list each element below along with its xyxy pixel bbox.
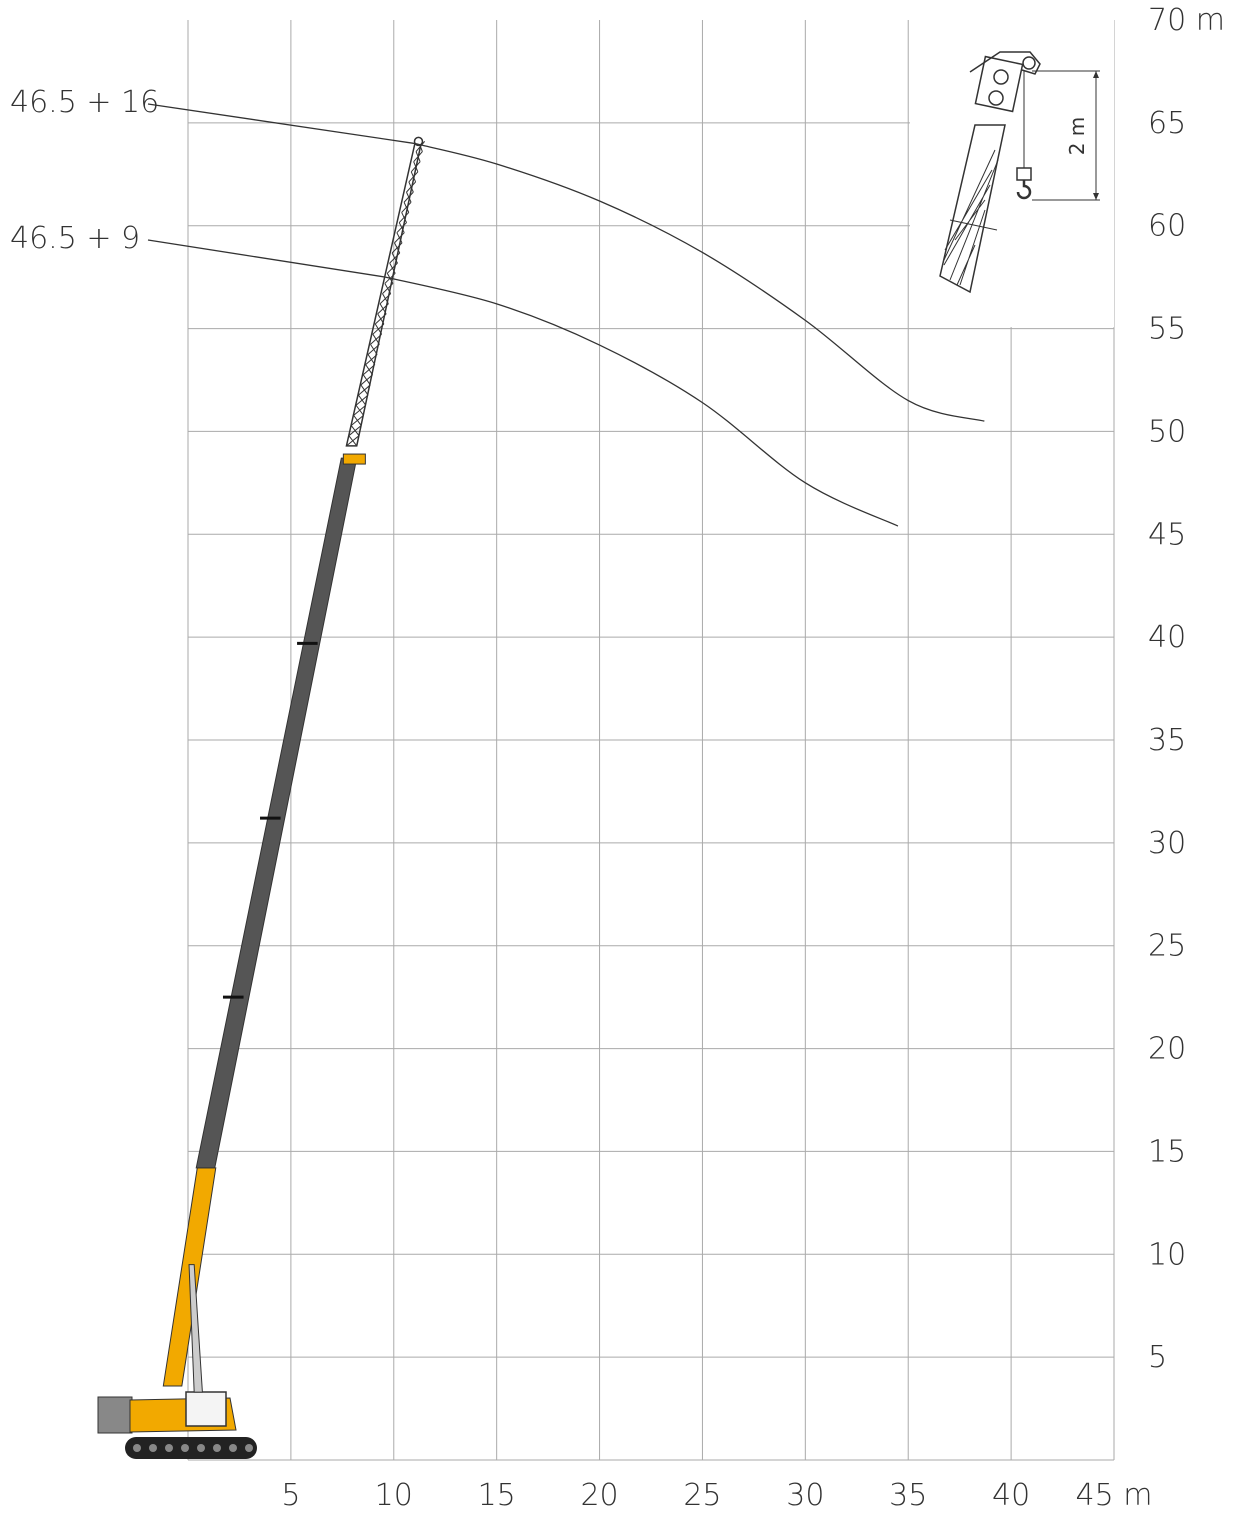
y-axis-ticks: 5 10 15 20 25 30 35 40 45 50 55 60 65 70 m bbox=[1148, 3, 1225, 1375]
inset-arrow-up bbox=[1093, 71, 1099, 78]
crane-cabin bbox=[185, 1391, 227, 1427]
inset-sheave bbox=[993, 69, 1009, 85]
crane-jib-brace bbox=[415, 151, 421, 162]
inset-pin bbox=[988, 90, 1004, 106]
crane-jib-lattice bbox=[345, 140, 423, 447]
y-tick-label: 70 m bbox=[1148, 3, 1225, 38]
curve-series-line bbox=[414, 142, 985, 422]
crane-illustration bbox=[97, 136, 426, 1459]
crane-jib-brace bbox=[403, 202, 410, 213]
y-tick-label: 60 bbox=[1148, 209, 1186, 244]
x-tick-label: 45 m bbox=[1076, 1478, 1153, 1513]
y-tick-label: 50 bbox=[1148, 414, 1186, 449]
crane-jib-brace bbox=[384, 283, 392, 294]
x-tick-label: 5 bbox=[281, 1478, 300, 1513]
crane-jib-brace bbox=[410, 171, 417, 183]
curve-series-line bbox=[385, 276, 899, 527]
y-tick-label: 40 bbox=[1148, 620, 1186, 655]
crane-jib-brace bbox=[379, 303, 387, 315]
crane-jib-brace bbox=[362, 374, 371, 386]
crane-jib-brace bbox=[377, 313, 385, 325]
crane-cylinder bbox=[188, 1264, 203, 1393]
y-tick-label: 55 bbox=[1148, 312, 1186, 347]
x-tick-label: 35 bbox=[889, 1478, 927, 1513]
y-tick-label: 5 bbox=[1148, 1340, 1167, 1375]
crane-jib-brace bbox=[360, 384, 369, 396]
x-tick-label: 25 bbox=[683, 1478, 721, 1513]
crane-track bbox=[125, 1437, 257, 1459]
curve-series-label: 46.5 + 9 bbox=[10, 221, 140, 256]
y-tick-label: 25 bbox=[1148, 929, 1186, 964]
crane-jib-brace bbox=[358, 394, 367, 406]
inset-hook-icon bbox=[1016, 180, 1032, 200]
crane-track-wheel bbox=[213, 1444, 221, 1452]
crane-jib-brace bbox=[413, 161, 419, 173]
y-tick-label: 35 bbox=[1148, 723, 1186, 758]
crane-counterweight bbox=[97, 1396, 133, 1434]
crane-track-wheel bbox=[133, 1444, 141, 1452]
inset-tip-sheave bbox=[1022, 56, 1036, 70]
crane-track-wheel bbox=[229, 1444, 237, 1452]
crane-jib-brace bbox=[372, 333, 380, 345]
crane-jib-brace bbox=[391, 252, 398, 264]
y-tick-label: 45 bbox=[1148, 517, 1186, 552]
crane-boom-head bbox=[342, 453, 366, 465]
x-tick-label: 15 bbox=[478, 1478, 516, 1513]
y-tick-label: 65 bbox=[1148, 106, 1186, 141]
crane-boom-telescopic bbox=[195, 457, 358, 1169]
inset-arrow-down bbox=[1093, 193, 1099, 200]
jib-inset-drawing: 2 m bbox=[910, 20, 1114, 327]
crane-jib-brace bbox=[353, 415, 362, 426]
crane-jib-brace bbox=[398, 222, 405, 233]
crane-jib-brace bbox=[365, 364, 373, 376]
inset-lattice bbox=[943, 149, 999, 286]
crane-jib-brace bbox=[370, 344, 378, 355]
crane-jib-brace bbox=[367, 354, 376, 365]
x-tick-label: 30 bbox=[786, 1478, 824, 1513]
crane-jib-brace bbox=[396, 232, 403, 244]
crane-track-wheel bbox=[149, 1444, 157, 1452]
inset-top bbox=[969, 51, 1041, 75]
inset-hook-block bbox=[1016, 167, 1032, 181]
x-tick-label: 10 bbox=[375, 1478, 413, 1513]
crane-jib-brace bbox=[401, 212, 407, 223]
crane-track-wheel bbox=[245, 1444, 253, 1452]
crane-jib-brace bbox=[350, 425, 360, 436]
inset-jib bbox=[939, 124, 1006, 294]
x-tick-label: 20 bbox=[580, 1478, 618, 1513]
inset-dimension-label: 2 m bbox=[1065, 117, 1089, 156]
y-tick-label: 30 bbox=[1148, 826, 1186, 861]
crane-track-wheel bbox=[181, 1444, 189, 1452]
crane-jib-brace bbox=[382, 293, 389, 305]
crane-track-wheel bbox=[165, 1444, 173, 1452]
y-tick-label: 10 bbox=[1148, 1237, 1186, 1272]
curve-leader-line bbox=[147, 239, 386, 278]
curves: 46.5 + 16 46.5 + 9 bbox=[10, 85, 985, 527]
crane-jib-brace bbox=[394, 242, 401, 254]
crane-track-wheel bbox=[197, 1444, 205, 1452]
y-tick-label: 20 bbox=[1148, 1032, 1186, 1067]
x-axis-ticks: 5 10 15 20 25 30 35 40 45 m bbox=[281, 1478, 1152, 1513]
crane-jib-brace bbox=[355, 404, 364, 416]
y-tick-label: 15 bbox=[1148, 1134, 1186, 1169]
crane-jib-brace bbox=[406, 191, 412, 203]
curve-leader-line bbox=[147, 103, 415, 145]
crane-jib-brace bbox=[408, 181, 414, 193]
crane-jib-brace bbox=[348, 435, 358, 447]
crane-jib-brace bbox=[389, 262, 396, 274]
curve-series-label: 46.5 + 16 bbox=[10, 85, 159, 120]
crane-jib-brace bbox=[374, 323, 383, 335]
x-tick-label: 40 bbox=[992, 1478, 1030, 1513]
